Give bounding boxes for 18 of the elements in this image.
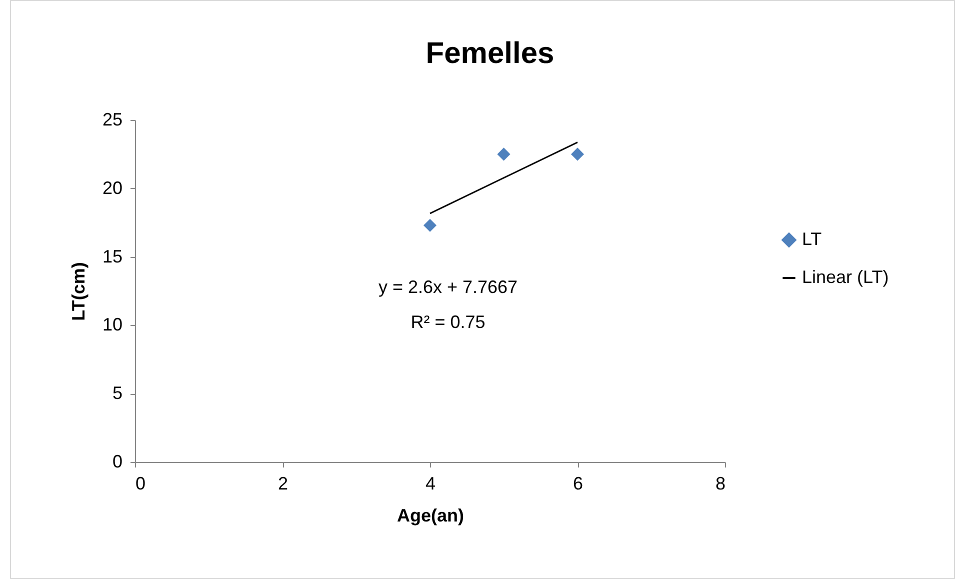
y-tick-label: 0	[112, 452, 122, 472]
y-tick-label: 25	[102, 110, 122, 130]
x-tick-label: 8	[715, 474, 726, 494]
x-tick-label: 0	[136, 474, 146, 494]
y-tick-label: 15	[102, 246, 122, 266]
legend-label: Linear (LT)	[802, 267, 889, 287]
annotation: y = 2.6x + 7.7667	[378, 277, 518, 297]
y-tick-label: 10	[102, 314, 122, 335]
legend-label: LT	[802, 229, 822, 249]
x-tick-label: 2	[278, 474, 288, 494]
y-tick-label: 20	[102, 178, 122, 198]
annotation: R² = 0.75	[410, 312, 486, 332]
x-tick-label: 6	[572, 474, 584, 494]
x-tick-label: 4	[425, 474, 436, 494]
x-axis-title: Age(an)	[397, 506, 464, 526]
y-axis-title: LT(cm)	[68, 262, 88, 321]
chart-title: Femelles	[426, 37, 554, 70]
y-tick-label: 5	[112, 383, 122, 404]
